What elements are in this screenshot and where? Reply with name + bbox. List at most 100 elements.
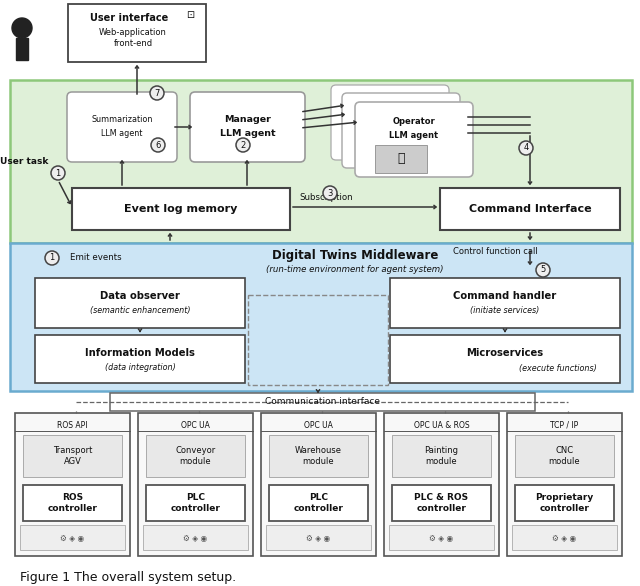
Text: PLC & ROS
controller: PLC & ROS controller [415,493,468,513]
Text: ⚙ ◈ ◉: ⚙ ◈ ◉ [429,533,454,543]
Bar [515,485,614,521]
Text: Operator: Operator [392,118,435,127]
Text: Control function call: Control function call [452,247,538,257]
Bar [20,525,125,550]
Bar [248,295,388,385]
Text: Digital Twins Middleware: Digital Twins Middleware [272,250,438,263]
FancyArrow shape [16,38,28,60]
Text: Warehouse
module: Warehouse module [295,447,342,466]
Text: Subscription: Subscription [299,193,353,203]
Text: LLM agent: LLM agent [220,130,275,138]
Text: ROS API: ROS API [57,421,88,430]
Bar [138,413,253,556]
Bar [266,525,371,550]
Text: Command Interface: Command Interface [468,204,591,214]
Text: TCP / IP: TCP / IP [550,421,579,430]
Bar [146,485,245,521]
Bar [269,435,368,477]
Bar [390,278,620,328]
Text: Web-application
front-end: Web-application front-end [99,28,167,47]
Text: User task: User task [0,158,48,166]
FancyBboxPatch shape [342,93,460,168]
Text: Oper: Oper [392,109,410,115]
Text: 🔶: 🔶 [397,152,404,165]
Bar [15,413,130,556]
Text: Data observer: Data observer [100,291,180,301]
Text: Conveyor
module: Conveyor module [175,447,216,466]
Text: 7: 7 [154,88,160,97]
Text: ⚙ ◈ ◉: ⚙ ◈ ◉ [60,533,84,543]
Text: OPC UA & ROS: OPC UA & ROS [413,421,469,430]
Text: Information Models: Information Models [85,348,195,358]
Bar [261,413,376,556]
Text: (execute functions): (execute functions) [518,363,596,373]
Text: ⚙ ◈ ◉: ⚙ ◈ ◉ [552,533,577,543]
Text: OPC UA: OPC UA [304,421,333,430]
Text: 1: 1 [56,169,61,178]
Bar [440,188,620,230]
Text: (initiate services): (initiate services) [470,306,540,315]
Text: CNC
module: CNC module [548,447,580,466]
Text: ⊡: ⊡ [186,10,194,20]
Bar [10,80,632,243]
Bar [23,485,122,521]
Text: Operator: Operator [374,101,406,107]
Bar [35,278,245,328]
Bar [110,393,535,411]
FancyBboxPatch shape [331,85,449,160]
Circle shape [536,263,550,277]
Circle shape [151,138,165,152]
Bar [269,485,368,521]
Bar [10,243,632,391]
Text: Communication interface: Communication interface [265,397,380,407]
Bar [390,335,620,383]
Bar [389,525,494,550]
Text: 6: 6 [156,141,161,149]
Bar [507,413,622,556]
Text: (run-time environment for agent system): (run-time environment for agent system) [266,265,444,274]
Text: 2: 2 [241,141,246,149]
Text: 5: 5 [540,265,546,274]
Text: Manager: Manager [224,114,271,124]
Bar [146,435,245,477]
Text: Emit events: Emit events [70,254,122,263]
Bar [515,435,614,477]
Circle shape [51,166,65,180]
Text: 4: 4 [524,144,529,152]
Text: ⚙ ◈ ◉: ⚙ ◈ ◉ [184,533,207,543]
Bar [384,413,499,556]
Circle shape [236,138,250,152]
Text: LLM agent: LLM agent [389,131,438,139]
Circle shape [323,186,337,200]
Text: ROS
controller: ROS controller [47,493,97,513]
FancyBboxPatch shape [355,102,473,177]
Text: (data integration): (data integration) [104,363,175,373]
Text: Microservices: Microservices [467,348,543,358]
Text: LLM a...: LLM a... [388,121,413,127]
Text: Transport
AGV: Transport AGV [53,447,92,466]
Text: ⚙ ◈ ◉: ⚙ ◈ ◉ [307,533,331,543]
Text: 3: 3 [327,189,333,197]
Text: PLC
controller: PLC controller [294,493,344,513]
Bar [375,145,427,173]
Text: User interface: User interface [90,13,168,23]
Circle shape [45,251,59,265]
Text: Painting
module: Painting module [424,447,458,466]
Circle shape [150,86,164,100]
Text: OPC UA: OPC UA [181,421,210,430]
Text: Command handler: Command handler [453,291,557,301]
Bar [35,335,245,383]
FancyBboxPatch shape [190,92,305,162]
Bar [143,525,248,550]
Text: (semantic enhancement): (semantic enhancement) [90,306,190,315]
Text: PLC
controller: PLC controller [171,493,220,513]
Text: LLM agent: LLM agent [101,128,143,138]
FancyBboxPatch shape [67,92,177,162]
Circle shape [12,18,32,38]
Text: Event log memory: Event log memory [124,204,237,214]
Bar [392,435,491,477]
Text: Summarization: Summarization [92,114,153,124]
Bar [23,435,122,477]
Text: Figure 1 The overall system setup.: Figure 1 The overall system setup. [20,571,236,584]
Text: LLM: LLM [383,113,397,119]
